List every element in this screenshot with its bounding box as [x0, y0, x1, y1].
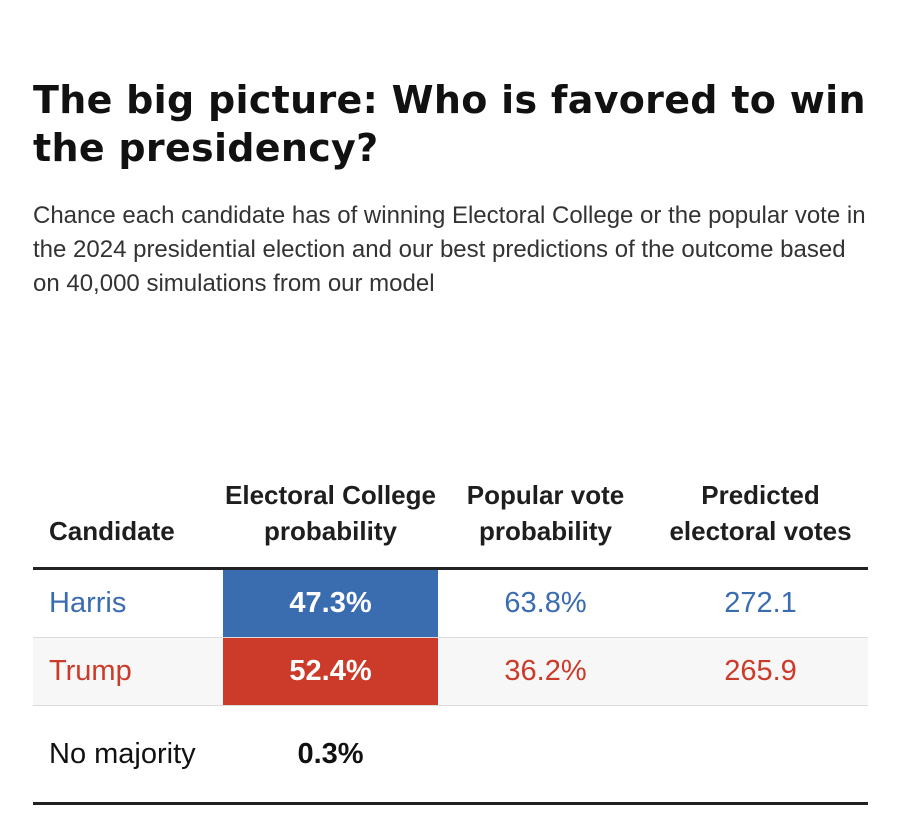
- harris-electoral-college-probability: 47.3%: [223, 568, 438, 638]
- column-header-popular-vote-probability: Popular vote probability: [438, 425, 653, 570]
- no-majority-popular-vote-probability: [438, 705, 653, 805]
- table-row-trump: Trump 52.4% 36.2% 265.9: [33, 637, 868, 706]
- candidate-name-trump: Trump: [33, 637, 223, 706]
- chart-subtitle: Chance each candidate has of winning Ele…: [33, 202, 866, 297]
- candidate-name-no-majority: No majority: [33, 705, 223, 805]
- no-majority-predicted-electoral-votes: [653, 705, 868, 805]
- table-header-row: Candidate Electoral College probability …: [33, 425, 868, 570]
- table-row-harris: Harris 47.3% 63.8% 272.1: [33, 568, 868, 638]
- no-majority-electoral-college-probability: 0.3%: [223, 705, 438, 805]
- harris-predicted-electoral-votes: 272.1: [653, 568, 868, 638]
- column-header-electoral-college-probability: Electoral College probability: [223, 425, 438, 570]
- candidate-name-harris: Harris: [33, 568, 223, 638]
- column-header-candidate: Candidate: [33, 425, 223, 570]
- trump-electoral-college-probability: 52.4%: [223, 637, 438, 706]
- results-table: Candidate Electoral College probability …: [33, 425, 868, 805]
- trump-popular-vote-probability: 36.2%: [438, 637, 653, 706]
- trump-predicted-electoral-votes: 265.9: [653, 637, 868, 706]
- column-header-predicted-electoral-votes: Predicted electoral votes: [653, 425, 868, 570]
- chart-title: The big picture: Who is favored to win t…: [33, 78, 866, 170]
- harris-popular-vote-probability: 63.8%: [438, 568, 653, 638]
- table-row-no-majority: No majority 0.3%: [33, 705, 868, 805]
